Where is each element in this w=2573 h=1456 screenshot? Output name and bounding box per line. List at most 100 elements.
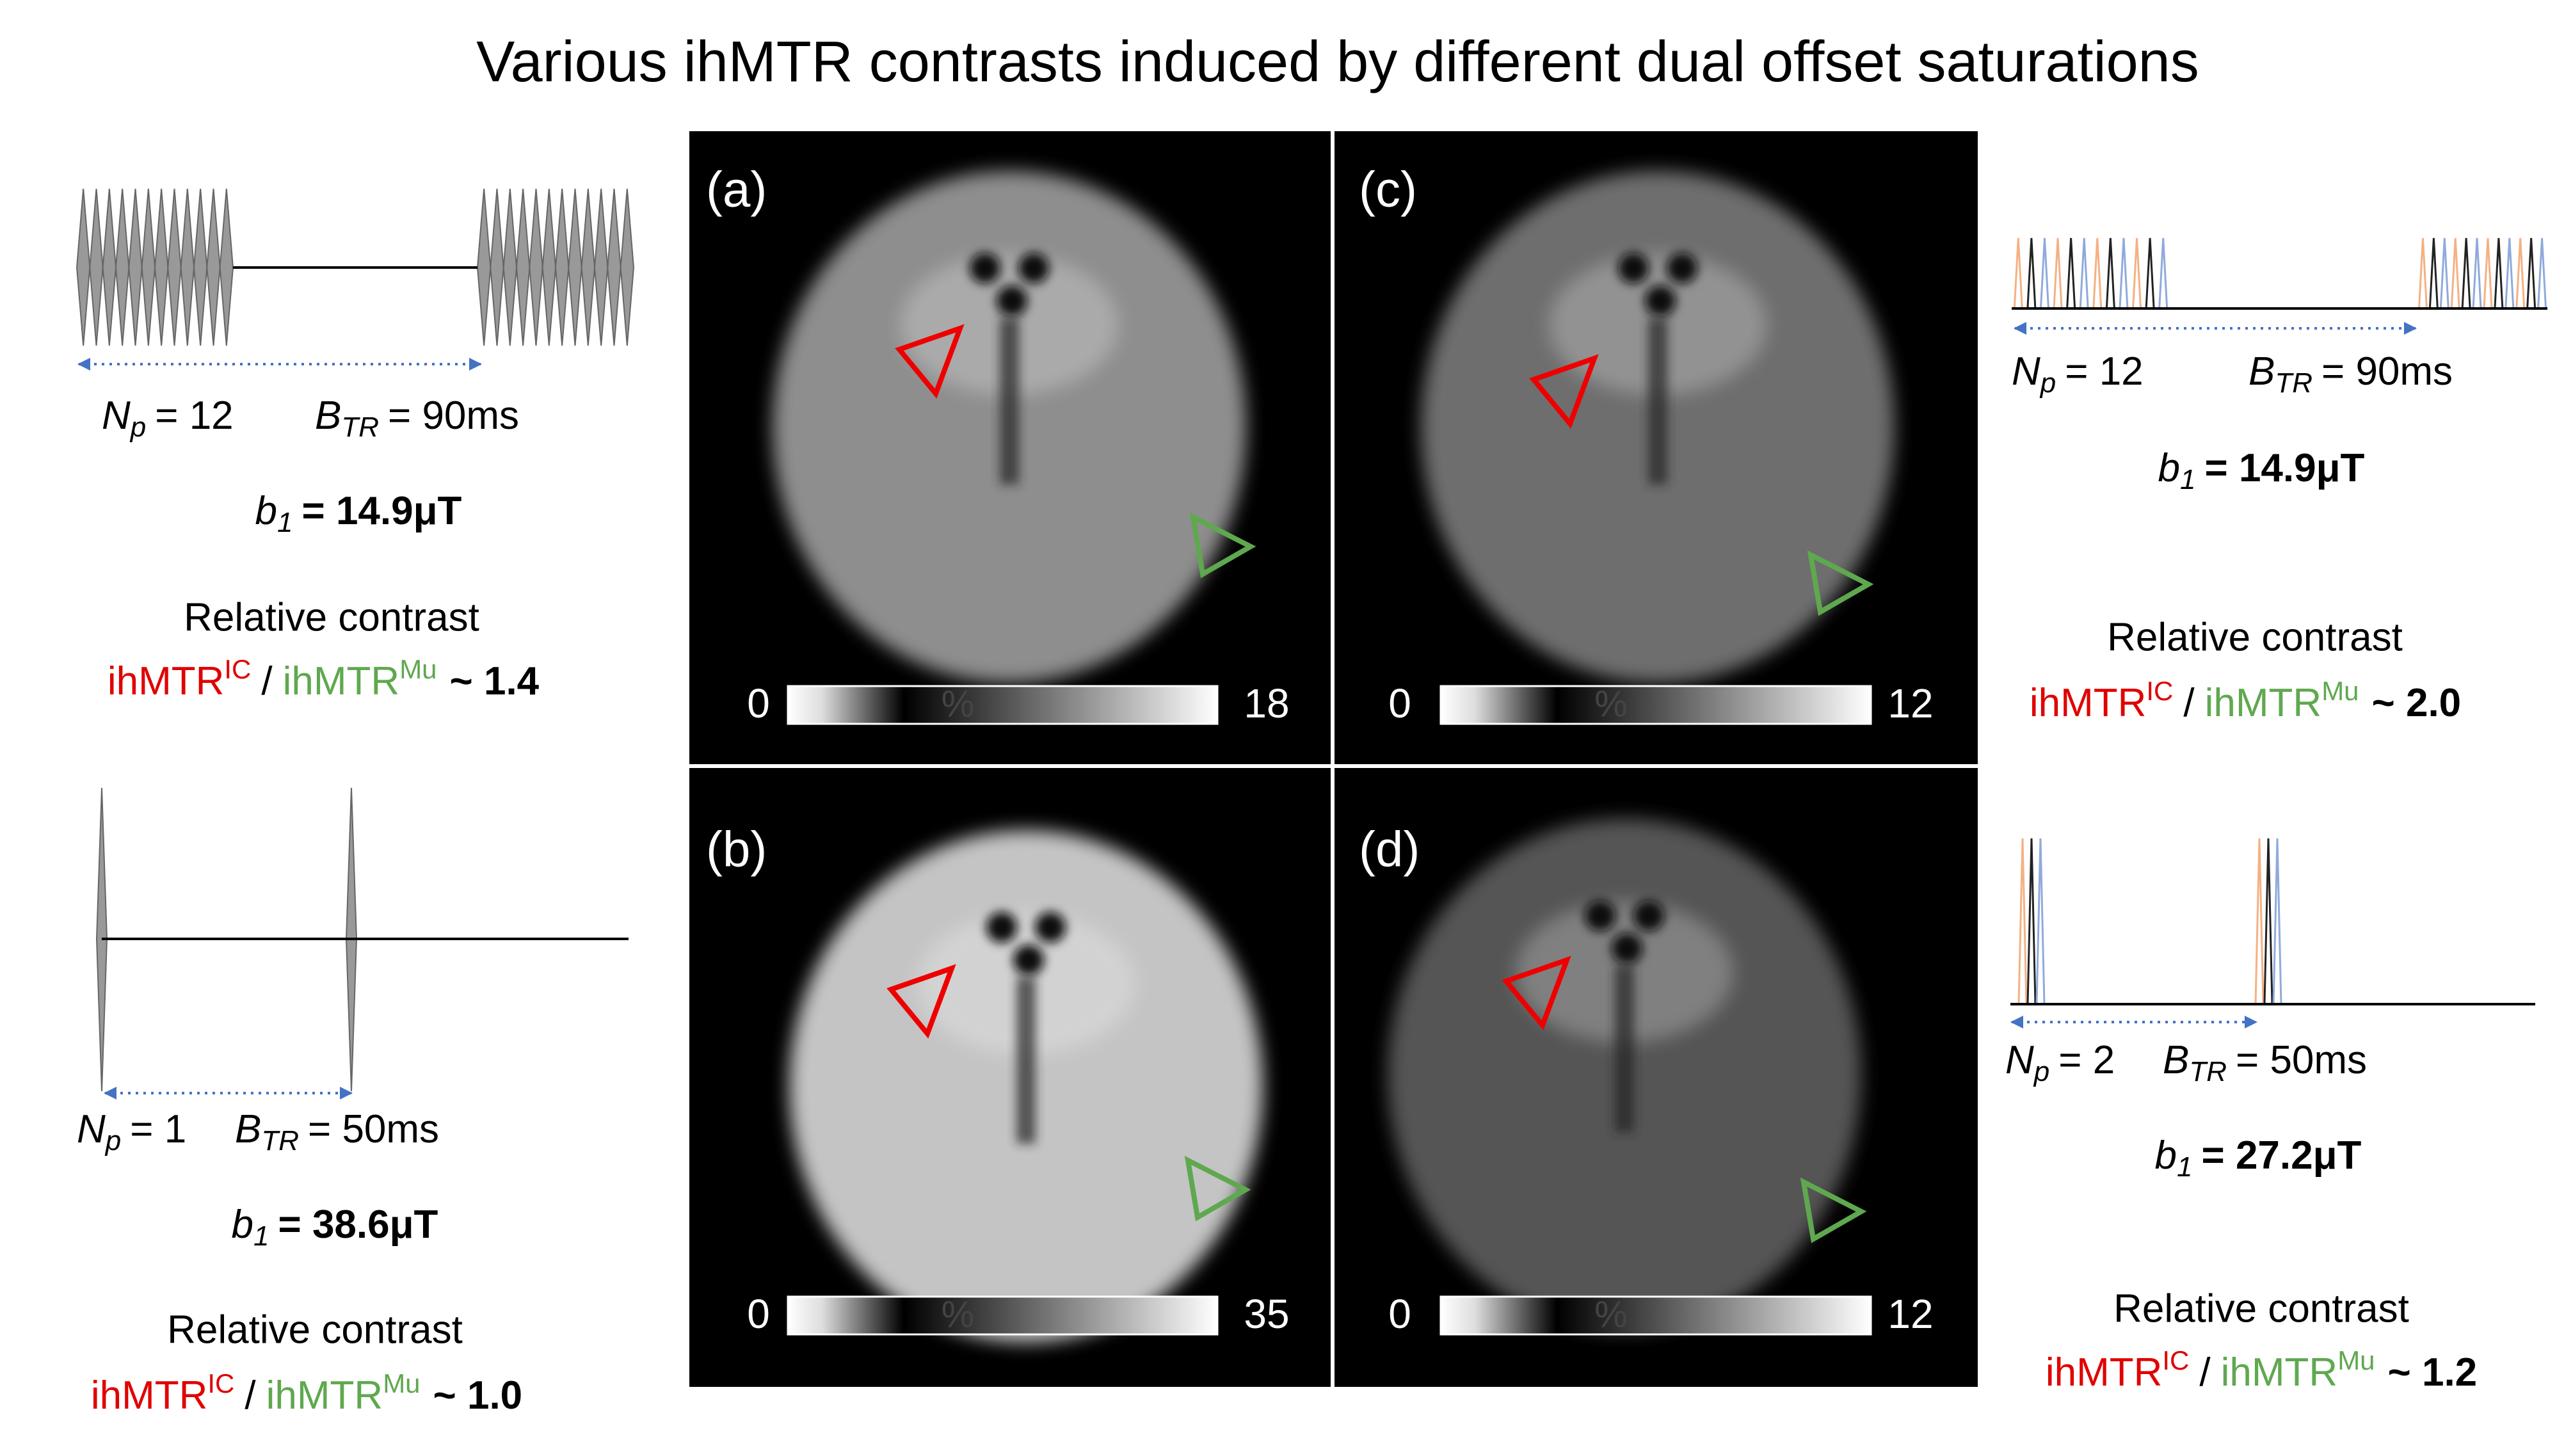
pulse <box>2254 838 2264 1005</box>
pulse <box>193 188 208 346</box>
pulse-count: Np = 1 <box>77 1107 186 1156</box>
contrast-label: Relative contrast <box>2107 615 2403 659</box>
pulse <box>2472 237 2482 309</box>
mu-marker <box>1807 550 1874 616</box>
pulse <box>2537 237 2547 309</box>
symbol: B <box>235 1107 261 1151</box>
pulse <box>2132 237 2142 309</box>
colorbar <box>1439 685 1872 725</box>
symbol: N <box>2005 1038 2034 1082</box>
subscript: TR <box>341 412 379 443</box>
symbol: N <box>2012 349 2040 394</box>
pulse <box>568 188 582 346</box>
colorbar-min: 0 <box>1388 1291 1411 1337</box>
denominator-sup: Mu <box>2337 1345 2375 1375</box>
ventricle <box>1585 900 1615 931</box>
pulse <box>154 188 169 346</box>
pulse-count: Np = 12 <box>2012 349 2144 398</box>
pulse-count: Np = 2 <box>2005 1038 2115 1087</box>
pulse <box>2105 237 2115 309</box>
pulse <box>141 188 156 346</box>
pulse <box>515 188 531 346</box>
contrast-ratio: ihMTRIC / ihMTRMu ~ 2.0 <box>2030 676 2461 725</box>
ventricle <box>986 912 1017 943</box>
ventricle <box>997 285 1027 316</box>
contrast-ratio: ihMTRIC / ihMTRMu ~ 1.0 <box>91 1368 522 1418</box>
colorbar-unit: % <box>1594 1293 1628 1335</box>
ventricle <box>1618 253 1649 284</box>
colorbar-max: 12 <box>1888 1291 1933 1337</box>
colorbar <box>787 685 1219 725</box>
subscript: TR <box>2189 1056 2227 1087</box>
ratio: ~ 1.4 <box>450 659 540 703</box>
symbol: b <box>2158 446 2180 490</box>
numerator: ihMTR <box>2046 1350 2163 1395</box>
contrast-ratio: ihMTRIC / ihMTRMu ~ 1.4 <box>108 654 540 703</box>
numerator: ihMTR <box>2030 681 2147 725</box>
panel-label: (a) <box>706 161 767 218</box>
symbol: B <box>315 394 341 438</box>
denominator-sup: Mu <box>399 654 437 684</box>
pulse <box>2450 237 2460 309</box>
symbol: N <box>102 394 131 438</box>
pulse <box>2461 237 2471 309</box>
ic-marker <box>886 964 956 1039</box>
pulse <box>2026 237 2037 309</box>
ratio: ~ 1.2 <box>2388 1350 2478 1395</box>
pulse <box>2119 237 2129 309</box>
pulse <box>2039 237 2049 309</box>
value: = 38.6μT <box>278 1203 438 1247</box>
contrast-ratio: ihMTRIC / ihMTRMu ~ 1.2 <box>2046 1345 2477 1395</box>
colorbar-max: 35 <box>1244 1291 1289 1337</box>
colorbar-max: 18 <box>1244 680 1289 726</box>
colorbar-unit: % <box>942 683 975 724</box>
pulse <box>2263 838 2273 1005</box>
value: = 12 <box>2065 349 2143 394</box>
pulse <box>2515 237 2526 309</box>
image-panels: (a) 0% 18 (b) 0% 35 (c) 0% 12 (d) 0% 12 <box>706 161 1934 1342</box>
colorbar-min: 0 <box>747 680 770 726</box>
pulse <box>554 188 570 346</box>
denominator-sup: Mu <box>2321 676 2359 706</box>
b1-amplitude: b1 = 38.6μT <box>232 1203 438 1251</box>
pulse <box>180 188 195 346</box>
pulse <box>2505 237 2515 309</box>
pulse <box>2272 838 2282 1005</box>
ic-marker <box>895 324 965 399</box>
midline <box>1000 318 1019 484</box>
b1-amplitude: b1 = 14.9μT <box>2158 446 2365 495</box>
pulse <box>102 188 117 346</box>
pulse <box>167 188 182 346</box>
mri-image <box>789 830 1263 1342</box>
symbol: B <box>2248 349 2275 394</box>
value: = 50ms <box>308 1107 439 1151</box>
ventricle <box>1013 945 1044 975</box>
subscript: 1 <box>2180 464 2195 495</box>
ic-marker <box>1529 354 1599 429</box>
mu-marker <box>1184 1155 1251 1222</box>
pulse <box>541 188 557 346</box>
contrast-label: Relative contrast <box>184 595 479 639</box>
ventricle <box>1667 253 1697 284</box>
pulse <box>2026 838 2037 1005</box>
denominator: ihMTR <box>266 1373 383 1418</box>
mu-marker <box>1189 512 1256 579</box>
denominator: ihMTR <box>2221 1350 2338 1395</box>
subscript: 1 <box>253 1220 269 1252</box>
subscript: 1 <box>277 507 293 538</box>
symbol: b <box>2155 1133 2177 1178</box>
value: = 12 <box>155 394 233 438</box>
ventricle <box>970 253 1000 284</box>
pulse <box>620 188 635 346</box>
midline <box>1016 977 1036 1144</box>
pulse-count: Np = 12 <box>102 394 234 442</box>
colorbar <box>1439 1295 1872 1336</box>
subscript: TR <box>261 1125 299 1156</box>
pulse <box>502 188 518 346</box>
colorbar-unit: % <box>1594 683 1628 724</box>
pulse <box>206 188 221 346</box>
colorbar-min: 0 <box>1388 680 1411 726</box>
pulse <box>2092 237 2103 309</box>
